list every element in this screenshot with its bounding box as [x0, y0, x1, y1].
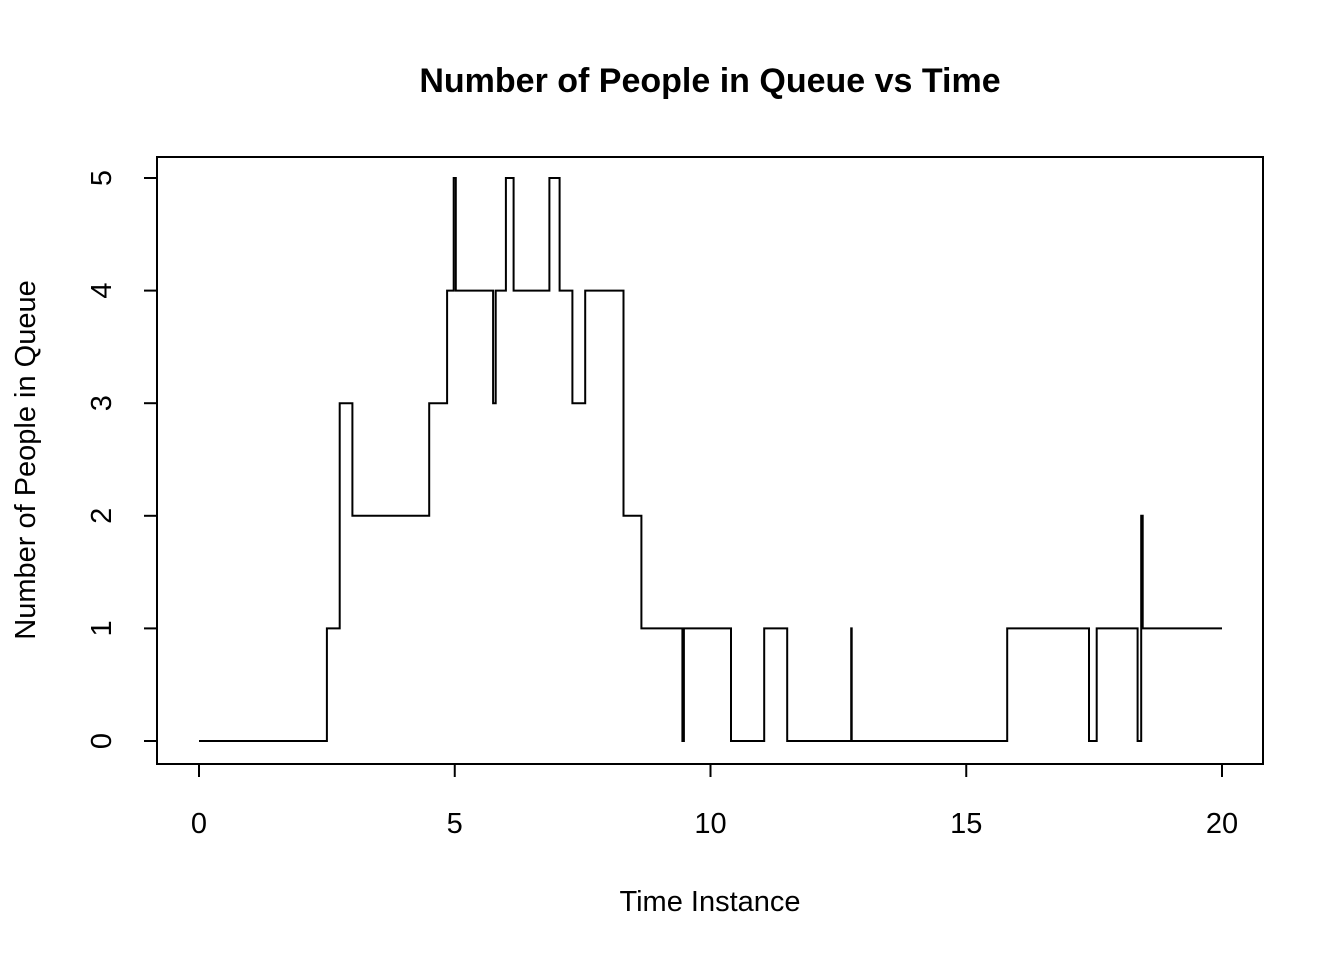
y-tick-label: 1: [86, 620, 118, 636]
x-tick-label: 0: [191, 808, 207, 840]
x-tick-label: 5: [447, 808, 463, 840]
x-tick-label: 20: [1206, 808, 1238, 840]
y-tick-label: 3: [86, 395, 118, 411]
chart-title: Number of People in Queue vs Time: [419, 62, 1000, 100]
y-tick-label: 2: [86, 508, 118, 524]
series-line: [199, 177, 1222, 742]
x-axis-label: Time Instance: [619, 886, 800, 918]
y-tick-label: 4: [86, 283, 118, 299]
x-tick-label: 15: [950, 808, 982, 840]
x-axis: 0 5 10 15 20: [191, 763, 1238, 840]
x-tick-label: 10: [694, 808, 726, 840]
y-tick-label: 0: [86, 733, 118, 749]
y-axis: 0 1 2 3 4 5: [86, 170, 158, 749]
y-axis-label: Number of People in Queue: [10, 280, 42, 640]
y-tick-label: 5: [86, 170, 118, 186]
